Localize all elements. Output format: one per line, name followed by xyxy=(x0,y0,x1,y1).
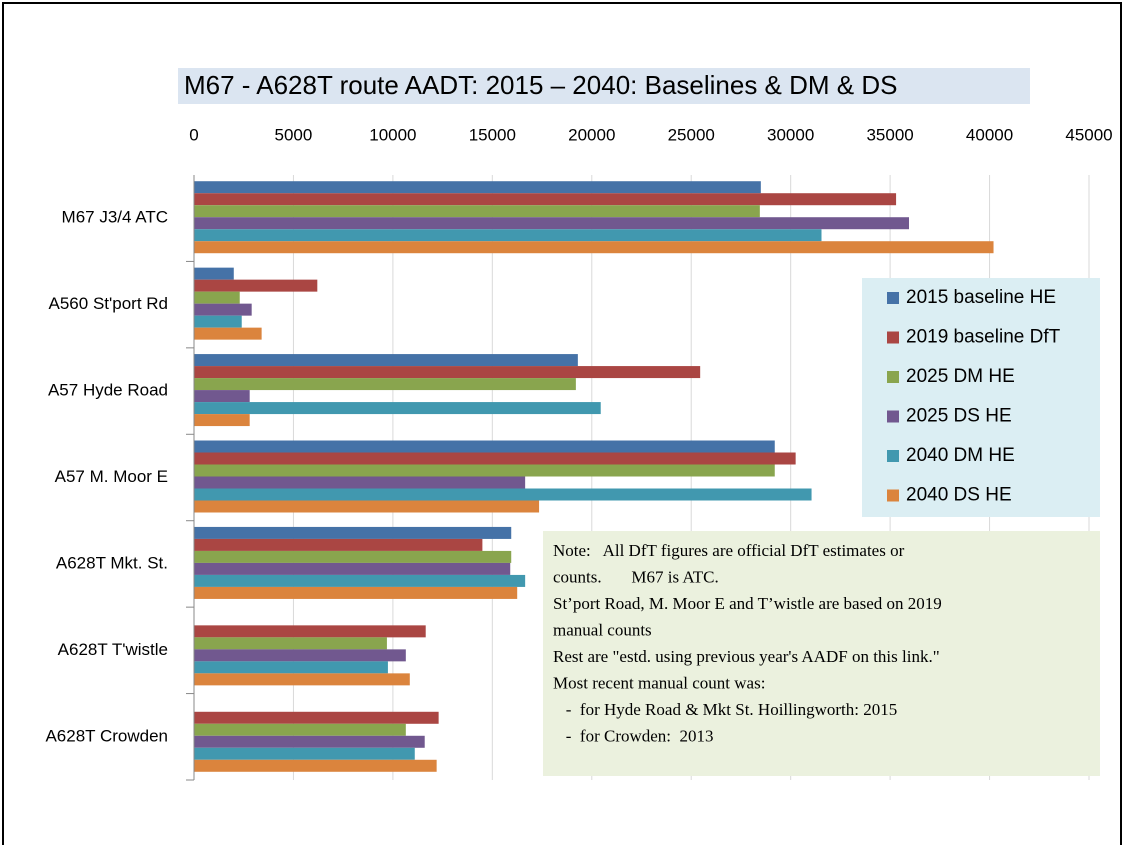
bar xyxy=(194,291,240,304)
y-tick-label: A560 St'port Rd xyxy=(49,294,168,313)
x-tick-label: 30000 xyxy=(767,125,814,144)
bar xyxy=(194,661,388,674)
bar xyxy=(194,488,812,501)
x-tick-label: 20000 xyxy=(568,125,615,144)
bar xyxy=(194,193,897,206)
legend-label: 2025 DM HE xyxy=(906,366,1015,387)
bar xyxy=(194,464,775,477)
note-line: St’port Road, M. Moor E and T’wistle are… xyxy=(553,594,942,613)
bar xyxy=(194,205,760,218)
x-tick-label: 35000 xyxy=(866,125,913,144)
bar xyxy=(194,625,426,638)
title-box xyxy=(178,68,1030,104)
legend-label: 2040 DS HE xyxy=(906,485,1012,506)
bar xyxy=(194,476,526,489)
bar xyxy=(194,402,601,415)
bar xyxy=(194,279,318,292)
x-tick-label: 10000 xyxy=(369,125,416,144)
y-tick-label: A57 M. Moor E xyxy=(55,467,168,486)
legend-label: 2025 DS HE xyxy=(906,406,1012,427)
bar xyxy=(194,378,576,391)
legend-swatch xyxy=(887,450,899,462)
y-tick-label: A628T Mkt. St. xyxy=(56,553,168,572)
x-tick-label: 5000 xyxy=(275,125,313,144)
bar xyxy=(194,327,262,340)
legend-label: 2040 DM HE xyxy=(906,445,1015,466)
bar xyxy=(194,747,415,760)
legend-box xyxy=(862,278,1100,517)
bar xyxy=(194,181,761,194)
x-tick-label: 40000 xyxy=(966,125,1013,144)
note-line: Most recent manual count was: xyxy=(553,673,765,692)
bar xyxy=(194,452,796,465)
bar xyxy=(194,550,512,563)
bar xyxy=(194,574,526,587)
bar xyxy=(194,526,512,539)
note-line: - for Hyde Road & Mkt St. Hoillingworth:… xyxy=(553,700,897,719)
legend-label: 2015 baseline HE xyxy=(906,287,1056,308)
bar xyxy=(194,390,250,403)
x-tick-label: 45000 xyxy=(1065,125,1112,144)
bar xyxy=(194,267,234,280)
note-line: Rest are "estd. using previous year's AA… xyxy=(553,647,940,666)
note-line: Note: All DfT figures are official DfT e… xyxy=(553,541,905,560)
legend-swatch xyxy=(887,292,899,304)
bar xyxy=(194,723,406,736)
bar xyxy=(194,500,540,513)
legend-swatch xyxy=(887,410,899,423)
legend-swatch xyxy=(887,371,899,383)
x-tick-label: 15000 xyxy=(469,125,516,144)
bar xyxy=(194,562,511,575)
note-box xyxy=(543,531,1100,776)
note-line: manual counts xyxy=(553,620,652,639)
bar xyxy=(194,711,439,724)
x-tick-label: 25000 xyxy=(668,125,715,144)
bar xyxy=(194,303,252,316)
note-line: - for Crowden: 2013 xyxy=(553,726,714,745)
bar xyxy=(194,440,775,453)
y-tick-label: A57 Hyde Road xyxy=(48,381,168,400)
bar xyxy=(194,735,425,748)
legend-swatch xyxy=(887,331,899,344)
bar xyxy=(194,315,242,328)
bar xyxy=(194,538,483,551)
bar xyxy=(194,217,910,230)
bar xyxy=(194,241,994,254)
y-tick-label: M67 J3/4 ATC xyxy=(62,208,168,227)
bar xyxy=(194,354,578,367)
legend-label: 2019 baseline DfT xyxy=(906,327,1061,348)
bar xyxy=(194,229,822,242)
bar xyxy=(194,586,518,599)
bar xyxy=(194,759,437,772)
bar xyxy=(194,649,406,662)
x-tick-label: 0 xyxy=(189,125,198,144)
bar xyxy=(194,673,410,686)
bar xyxy=(194,637,387,650)
note-line: counts. M67 is ATC. xyxy=(553,567,719,586)
y-tick-label: A628T Crowden xyxy=(45,726,168,745)
y-tick-label: A628T T'wistle xyxy=(58,640,168,659)
legend-swatch xyxy=(887,489,899,502)
bar xyxy=(194,366,701,379)
bar xyxy=(194,414,250,427)
chart-title: M67 - A628T route AADT: 2015 – 2040: Bas… xyxy=(184,70,897,100)
